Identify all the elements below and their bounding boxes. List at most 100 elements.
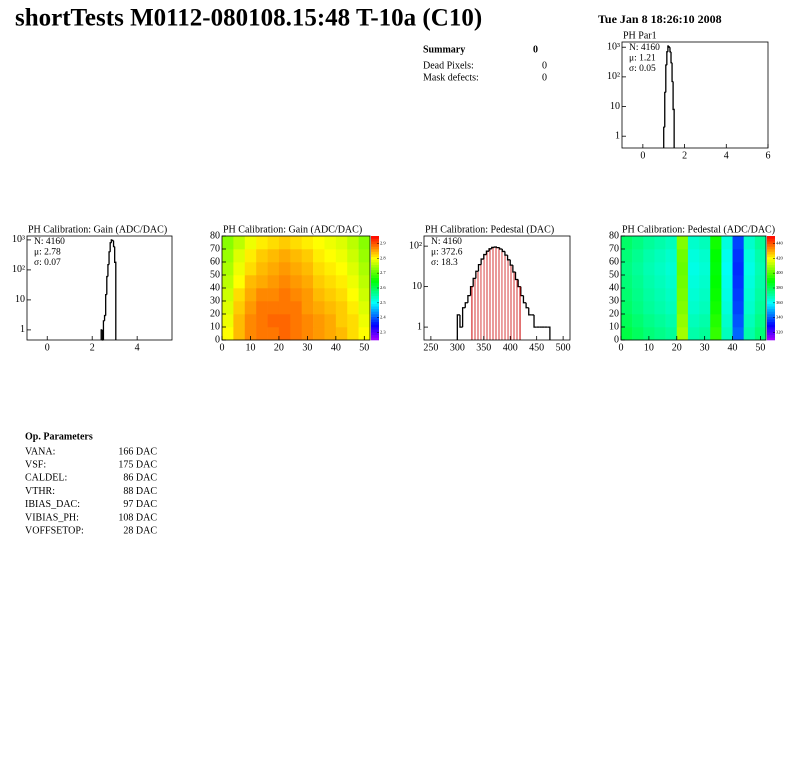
heatmap-cell [256, 249, 268, 263]
colorbar-step [371, 267, 379, 271]
z-tick-label: 380 [776, 285, 784, 290]
heatmap-cell [621, 301, 633, 315]
x-tick-label: 50 [755, 342, 765, 353]
heatmap-cell [278, 275, 291, 289]
heatmap-cell [267, 249, 280, 263]
histogram-bin [665, 64, 667, 93]
heatmap-cell [732, 249, 744, 263]
y-tick-label: 10 [412, 281, 422, 292]
x-tick-label: 20 [274, 342, 284, 353]
hatch-bar [491, 247, 495, 340]
heatmap-cell [301, 301, 314, 315]
heatmap-cell [335, 301, 348, 315]
colorbar-step [767, 290, 775, 294]
colorbar-step [371, 290, 379, 294]
heatmap-cell [676, 288, 689, 302]
colorbar-step [767, 269, 775, 273]
heatmap-cell [267, 301, 280, 315]
heatmap-cell [632, 249, 644, 263]
colorbar-step [371, 280, 379, 284]
heatmap-cell [632, 327, 644, 341]
colorbar-step [767, 238, 775, 242]
histogram-bin [100, 329, 103, 340]
colorbar-step [767, 259, 775, 263]
heatmap-cell [233, 327, 246, 341]
y-tick-label: 10 [210, 321, 220, 332]
heatmap-cell [324, 275, 337, 289]
heatmap-cell [654, 262, 666, 276]
colorbar-step [767, 249, 775, 252]
heatmap-cell [222, 236, 234, 250]
heatmap-cell [347, 262, 359, 276]
histogram-bin [472, 277, 476, 287]
z-tick-label: 400 [776, 270, 784, 275]
stats-line: μ: 372.6 [431, 248, 463, 258]
heatmap-cell [710, 301, 722, 315]
hatch-bar [510, 265, 513, 340]
colorbar-step [371, 295, 379, 299]
colorbar-step [371, 324, 379, 328]
op-value: 28 DAC [123, 525, 157, 536]
heatmap-cell [324, 301, 337, 315]
heatmap-cell [301, 262, 314, 276]
colorbar-step [767, 293, 775, 297]
op-name: VTHR: [25, 486, 55, 497]
histogram-bin [671, 62, 674, 83]
histogram-bin [504, 251, 508, 256]
heatmap-cell [347, 314, 359, 328]
heatmap-cell [358, 262, 371, 276]
heatmap-cell [654, 314, 666, 328]
heatmap-cell [222, 327, 234, 341]
heatmap-cell [654, 236, 666, 250]
heatmap-cell [732, 275, 744, 289]
heatmap-cell [732, 301, 744, 315]
hatch-bar [518, 286, 521, 340]
colorbar-step [371, 308, 379, 312]
colorbar-step [371, 285, 379, 289]
frame [423, 235, 571, 341]
colorbar-step [371, 319, 379, 323]
heatmap-cell [244, 249, 257, 263]
histogram-bin [528, 307, 532, 316]
colorbar-step [767, 264, 775, 268]
heatmap-cell [301, 314, 314, 328]
stats-line: μ: 1.21 [629, 54, 656, 64]
z-tick-label: 320 [776, 330, 784, 335]
heatmap-cell [710, 327, 722, 341]
chart-title: PH Calibration: Gain (ADC/DAC) [28, 224, 167, 235]
heatmap-cell [244, 236, 257, 250]
heatmap-cell [278, 249, 291, 263]
histogram-bin [525, 302, 529, 309]
heatmap-cell [313, 288, 325, 302]
colorbar-step [371, 332, 379, 336]
y-tick-label: 10³ [607, 42, 620, 53]
heatmap-cell [313, 236, 325, 250]
histogram-bin [108, 251, 111, 265]
heatmap-cell [743, 327, 756, 341]
heatmap-cell [256, 327, 268, 341]
colorbar-step [767, 327, 775, 330]
colorbar-step [767, 319, 775, 323]
heatmap-cell [324, 288, 337, 302]
heatmap-cell [358, 249, 371, 263]
op-name: VIBIAS_PH: [25, 512, 79, 523]
heatmap-cell [743, 275, 756, 289]
histogram-bin [456, 314, 460, 340]
heatmap-cell [665, 301, 678, 315]
heatmap-cell [676, 262, 689, 276]
y-tick-label: 30 [210, 295, 220, 306]
heatmap-cell [335, 288, 348, 302]
chart-title: PH Par1 [623, 30, 657, 41]
colorbar-step [371, 288, 379, 291]
chart-title: PH Calibration: Pedestal (ADC/DAC) [622, 224, 775, 235]
y-tick-label: 10 [15, 294, 25, 305]
histogram-bin [491, 246, 495, 249]
colorbar-step [767, 329, 775, 333]
y-tick-label: 80 [210, 230, 220, 241]
colorbar-step [767, 282, 775, 286]
histogram-bin [517, 279, 521, 288]
heatmap-cell [358, 288, 371, 302]
histogram-bin [114, 246, 117, 340]
heatmap-cell [632, 288, 644, 302]
